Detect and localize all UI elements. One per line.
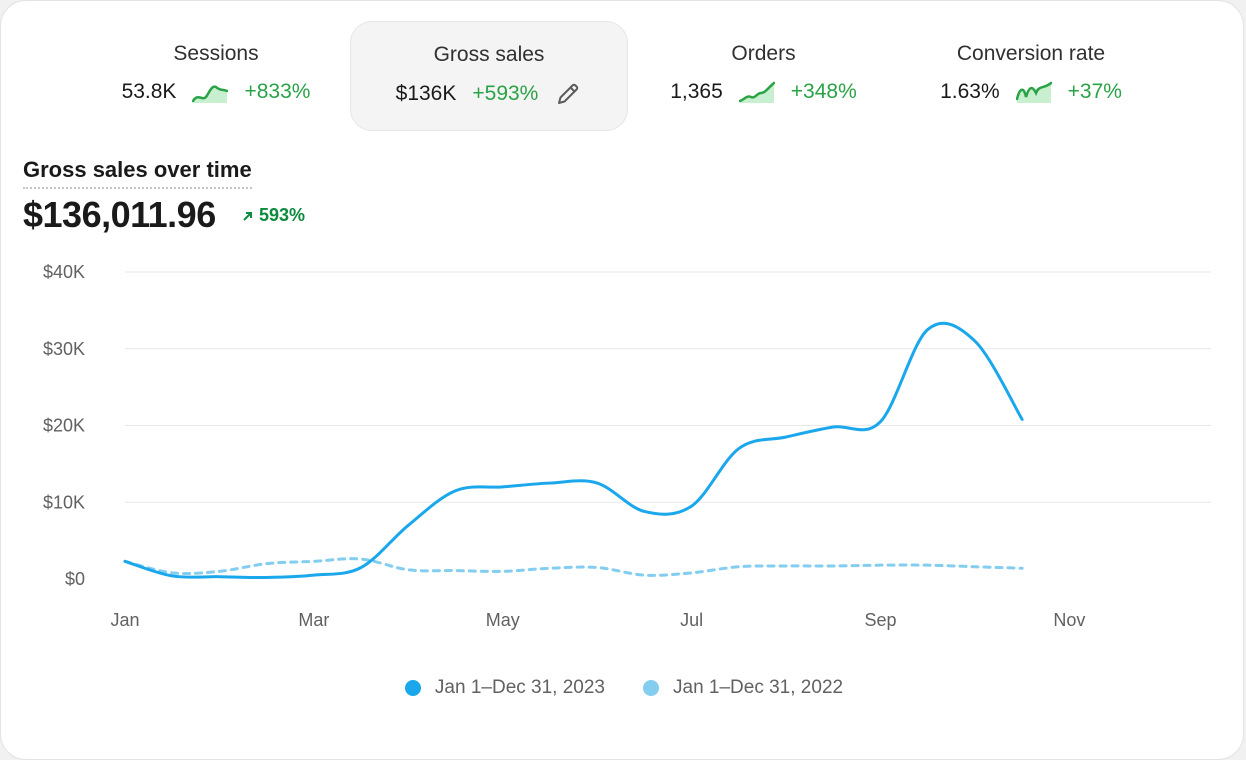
x-tick-label: Nov	[1053, 610, 1085, 630]
total-change: 593%	[241, 205, 305, 226]
chart-legend: Jan 1–Dec 31, 2023 Jan 1–Dec 31, 2022	[1, 677, 1246, 699]
x-tick-label: Sep	[864, 610, 896, 630]
metric-change: +833%	[244, 80, 311, 103]
metric-label: Gross sales	[433, 43, 545, 66]
metric-change: +348%	[790, 80, 857, 103]
y-tick-label: $10K	[43, 492, 85, 512]
metric-tab-sessions[interactable]: Sessions 53.8K +833%	[101, 21, 331, 131]
metric-tab-orders[interactable]: Orders 1,365 +348%	[646, 21, 881, 131]
arrow-up-right-icon	[243, 211, 252, 221]
metric-value: 1.63%	[940, 80, 1000, 103]
y-tick-label: $30K	[43, 339, 85, 359]
y-tick-label: $20K	[43, 416, 85, 436]
legend-label: Jan 1–Dec 31, 2023	[434, 677, 605, 698]
legend-dot	[643, 680, 659, 696]
metric-value: $136K	[395, 82, 457, 105]
metric-value: 53.8K	[121, 80, 177, 103]
legend-label: Jan 1–Dec 31, 2022	[673, 677, 844, 698]
metric-label: Conversion rate	[956, 42, 1106, 65]
metric-tab-conversion-rate[interactable]: Conversion rate 1.63% +37%	[906, 21, 1156, 131]
metric-label: Orders	[731, 42, 796, 65]
y-tick-label: $0	[65, 569, 85, 589]
metric-value: 1,365	[670, 80, 723, 103]
sparkline-icon	[1015, 81, 1052, 103]
sparkline-icon	[738, 81, 775, 103]
series-line-2022	[123, 557, 1024, 577]
metric-change: +37%	[1067, 80, 1122, 103]
pencil-icon[interactable]	[554, 80, 582, 108]
chart-title[interactable]: Gross sales over time	[23, 157, 252, 189]
metric-change: +593%	[472, 82, 539, 105]
legend-item-2023[interactable]: Jan 1–Dec 31, 2023	[404, 677, 605, 699]
y-tick-label: $40K	[43, 262, 85, 282]
metric-tab-gross-sales[interactable]: Gross sales $136K +593%	[350, 21, 628, 131]
x-tick-label: Jan	[110, 610, 139, 630]
total-change-value: 593%	[259, 205, 306, 225]
legend-item-2022[interactable]: Jan 1–Dec 31, 2022	[643, 677, 843, 699]
total-value: $136,011.96	[23, 194, 216, 235]
x-tick-label: Mar	[298, 610, 329, 630]
x-tick-label: May	[486, 610, 520, 630]
legend-dot	[404, 680, 421, 696]
sparkline-icon	[192, 85, 229, 103]
line-chart: $0 $10K $20K $30K $40K Jan Mar May Jul Sep Nov	[43, 262, 1211, 630]
series-line-2023	[123, 321, 1024, 580]
metric-label: Sessions	[173, 42, 259, 65]
x-tick-label: Jul	[680, 610, 703, 630]
